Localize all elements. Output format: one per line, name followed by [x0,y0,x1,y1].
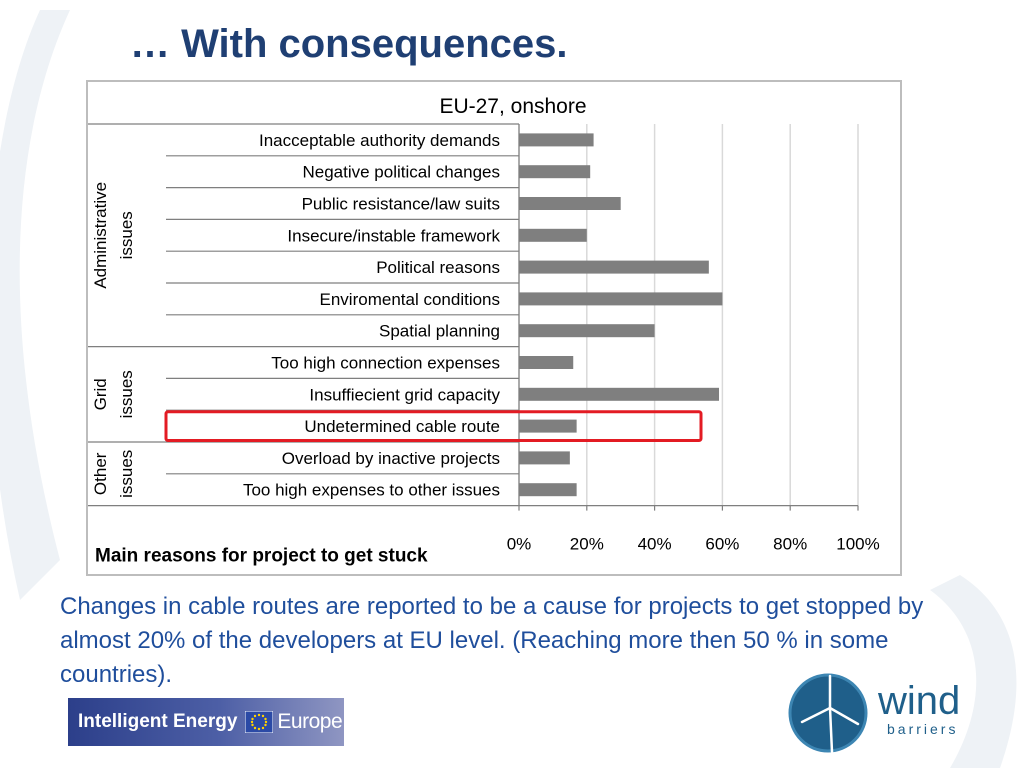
category-label: Too high connection expenses [271,354,500,373]
category-label: Undetermined cable route [304,417,500,436]
bar [519,483,577,497]
x-tick-label: 20% [570,535,604,554]
chart-footer-label: Main reasons for project to get stuck [95,546,428,567]
highlight-box [164,410,703,443]
category-label: Insuffiecient grid capacity [309,385,500,404]
bar [519,197,621,210]
slide-title: … With consequences. [130,22,568,66]
group-label: issues [117,211,136,259]
wind-turbine-icon [800,674,860,754]
x-tick-label: 100% [836,535,879,554]
iee-logo-label: Intelligent Energy [78,711,238,732]
bar [519,228,587,242]
group-label: issues [117,370,136,418]
x-tick-label: 80% [773,535,807,554]
chart-frame: EU-27, onshore Inacceptable authority dem… [86,80,902,576]
category-label: Overload by inactive projects [282,449,500,468]
category-label: Political reasons [376,258,500,277]
x-tick-label: 40% [638,535,672,554]
x-tick-label: 60% [705,535,739,554]
bar [519,419,577,433]
category-label: Inacceptable authority demands [259,131,500,150]
category-label: Spatial planning [379,322,500,341]
barriers-logo-text: barriers [887,721,958,737]
intelligent-energy-europe-logo: Intelligent Energy Europe [68,698,344,746]
bar [519,165,591,179]
eu-flag-icon [245,711,274,733]
body-text: Changes in cable routes are reported to … [60,593,924,688]
x-tick-label: 0% [507,535,532,554]
chart-title: EU-27, onshore [439,95,586,118]
bar [519,387,720,401]
group-label: Other [91,452,110,495]
category-label: Public resistance/law suits [302,195,500,214]
bar [519,324,655,338]
group-label: Administrative [91,182,110,289]
wind-barriers-logo: wind barriers [788,673,960,754]
wind-logo-text: wind [877,679,960,723]
bar [519,356,574,369]
category-label: Too high expenses to other issues [243,481,500,500]
bar [519,133,594,147]
bar [519,451,570,465]
bar-chart: EU-27, onshore Inacceptable authority dem… [88,95,880,567]
category-label: Enviromental conditions [320,290,500,309]
category-label: Insecure/instable framework [287,226,500,245]
category-label: Negative political changes [302,163,500,182]
bar [519,260,709,274]
group-label: issues [117,450,136,498]
bar [519,292,723,306]
iee-logo-europe: Europe [277,710,343,733]
group-label: Grid [91,378,110,410]
